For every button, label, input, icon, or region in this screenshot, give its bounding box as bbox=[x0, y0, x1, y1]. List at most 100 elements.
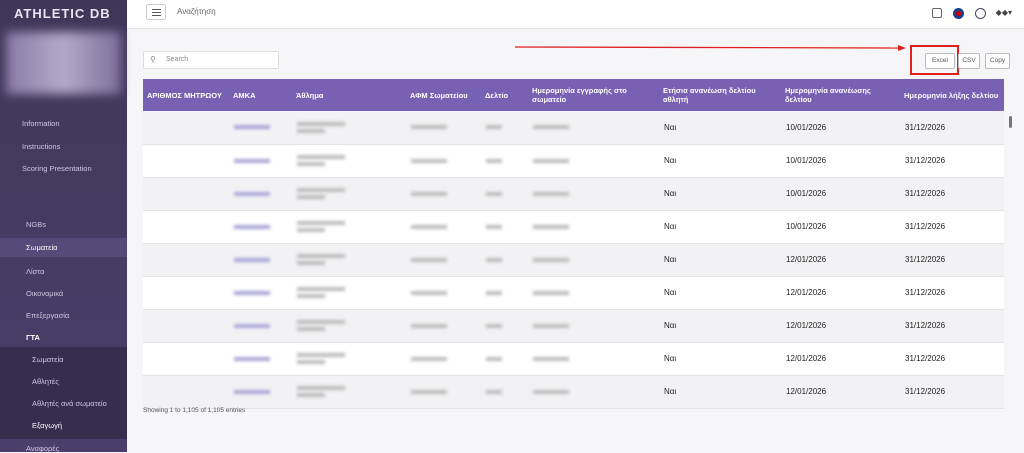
redacted-text bbox=[411, 125, 447, 130]
redacted-text bbox=[234, 125, 270, 130]
export-button[interactable]: Copy bbox=[985, 53, 1010, 69]
column-header[interactable]: ΑΦΜ Σωματείου bbox=[406, 79, 481, 111]
scrollbar[interactable] bbox=[1006, 111, 1014, 409]
menu-item[interactable]: Information bbox=[22, 119, 60, 128]
scroll-thumb[interactable] bbox=[1008, 116, 1012, 128]
table-cell: Ναι bbox=[659, 111, 781, 145]
table-cell: 10/01/2026 bbox=[781, 177, 900, 211]
redacted-cell bbox=[406, 342, 481, 376]
redacted-cell bbox=[481, 342, 528, 376]
search-box[interactable]: ⚲ Search bbox=[143, 51, 279, 69]
menu-item[interactable]: Instructions bbox=[22, 141, 61, 151]
user-menu[interactable]: ◆◆▾ bbox=[995, 8, 1012, 17]
redacted-text bbox=[411, 290, 447, 295]
table-cell: 12/01/2026 bbox=[781, 408, 900, 409]
redacted-cell bbox=[481, 111, 528, 145]
column-header[interactable]: ΑΜΚΑ bbox=[229, 79, 292, 111]
arrow-head bbox=[898, 45, 906, 51]
table-cell: 10/01/2026 bbox=[781, 111, 900, 145]
redacted-cell bbox=[143, 309, 229, 343]
globe-icon[interactable] bbox=[975, 8, 986, 19]
redacted-cell bbox=[229, 276, 292, 310]
table-cell: Ναι bbox=[659, 342, 781, 376]
column-header[interactable]: Ετήσια ανανέωση δελτίου αθλητή bbox=[659, 79, 781, 111]
submenu-group bbox=[0, 347, 127, 439]
redacted-cell bbox=[143, 177, 229, 211]
submenu-item[interactable]: Επεξεργασία bbox=[26, 311, 70, 320]
column-header[interactable]: Δελτίο bbox=[481, 79, 528, 111]
redacted-text bbox=[234, 389, 270, 394]
redacted-text bbox=[411, 356, 447, 361]
flag-icon[interactable] bbox=[953, 8, 964, 19]
submenu-item[interactable]: Αθλητές ανά σωματείο bbox=[32, 399, 107, 408]
export-button[interactable]: CSV bbox=[958, 53, 980, 69]
table-cell: Ναι bbox=[659, 408, 781, 409]
redacted-cell bbox=[481, 408, 528, 409]
submenu-item[interactable]: Οικονομικά bbox=[26, 289, 64, 298]
redacted-cell bbox=[229, 177, 292, 211]
submenu-item[interactable]: Αθλητές bbox=[32, 377, 59, 386]
redacted-cell bbox=[292, 243, 406, 277]
redacted-cell bbox=[481, 243, 528, 277]
redacted-cell bbox=[292, 342, 406, 376]
redacted-text bbox=[486, 191, 502, 196]
redacted-text bbox=[297, 228, 325, 232]
table-cell: 31/12/2026 bbox=[900, 342, 1004, 376]
redacted-text bbox=[297, 188, 345, 192]
redacted-text bbox=[411, 257, 447, 262]
table-cell: 12/01/2026 bbox=[781, 276, 900, 310]
table-cell: Ναι bbox=[659, 276, 781, 310]
redacted-text bbox=[486, 356, 502, 361]
arrow-line bbox=[514, 46, 901, 49]
menu-button[interactable] bbox=[146, 4, 166, 20]
submenu-item[interactable]: Σωματεία bbox=[32, 355, 64, 364]
redacted-text bbox=[411, 323, 447, 328]
redacted-text bbox=[411, 158, 447, 163]
redacted-cell bbox=[292, 210, 406, 244]
column-header[interactable]: Ημερομηνία ανανέωσης δελτίου bbox=[781, 79, 900, 111]
redacted-text bbox=[533, 323, 569, 328]
redacted-cell bbox=[481, 309, 528, 343]
column-header[interactable]: Ημερομηνία λήξης δελτίου bbox=[900, 79, 1004, 111]
redacted-text bbox=[533, 356, 569, 361]
submenu-item[interactable]: ΓΤΑ bbox=[26, 333, 40, 342]
column-header[interactable]: Ημερομηνία εγγραφής στο σωματείο bbox=[528, 79, 659, 111]
table-cell: Ναι bbox=[659, 309, 781, 343]
redacted-cell bbox=[143, 276, 229, 310]
submenu-item[interactable]: Εξαγωγή bbox=[32, 421, 63, 430]
redacted-cell bbox=[406, 243, 481, 277]
topbar-search[interactable]: Αναζήτηση bbox=[177, 7, 216, 16]
export-button[interactable]: Excel bbox=[925, 53, 955, 69]
redacted-cell bbox=[143, 408, 229, 409]
redacted-text bbox=[297, 353, 345, 357]
redacted-text bbox=[486, 158, 502, 163]
redacted-cell bbox=[292, 111, 406, 145]
redacted-cell bbox=[528, 309, 659, 343]
column-header[interactable]: Άθλημα bbox=[292, 79, 406, 111]
redacted-cell bbox=[229, 111, 292, 145]
menu-item[interactable]: Αναφορές bbox=[26, 444, 60, 453]
redacted-cell bbox=[406, 309, 481, 343]
menu-item-active[interactable]: Σωματεία bbox=[0, 238, 127, 257]
menu-item[interactable]: Scoring Presentation bbox=[22, 164, 92, 173]
redacted-text bbox=[533, 125, 569, 130]
redacted-cell bbox=[229, 243, 292, 277]
table-cell: 12/01/2026 bbox=[781, 309, 900, 343]
menu-item[interactable]: NGBs bbox=[26, 220, 47, 229]
column-header[interactable]: ΑΡΙΘΜΟΣ ΜΗΤΡΩΟΥ bbox=[143, 79, 229, 111]
submenu-item[interactable]: Λίστα bbox=[26, 267, 45, 276]
table-cell: 31/12/2026 bbox=[900, 408, 1004, 409]
redacted-text bbox=[297, 254, 345, 258]
table-cell: 10/01/2026 bbox=[781, 210, 900, 244]
redacted-text bbox=[234, 257, 270, 262]
box-icon[interactable] bbox=[932, 8, 942, 18]
redacted-cell bbox=[143, 243, 229, 277]
redacted-cell bbox=[406, 144, 481, 178]
redacted-text bbox=[297, 128, 325, 133]
table: ΑΡΙΘΜΟΣ ΜΗΤΡΩΟΥ ΑΜΚΑ Άθλημα ΑΦΜ Σωματείου Δε… bbox=[143, 79, 1004, 409]
topbar: Αναζήτηση ◆◆▾ bbox=[127, 0, 1024, 29]
table-cell: 31/12/2026 bbox=[900, 144, 1004, 178]
table-row: Ναι 10/01/2026 31/12/2026 bbox=[143, 144, 1004, 178]
